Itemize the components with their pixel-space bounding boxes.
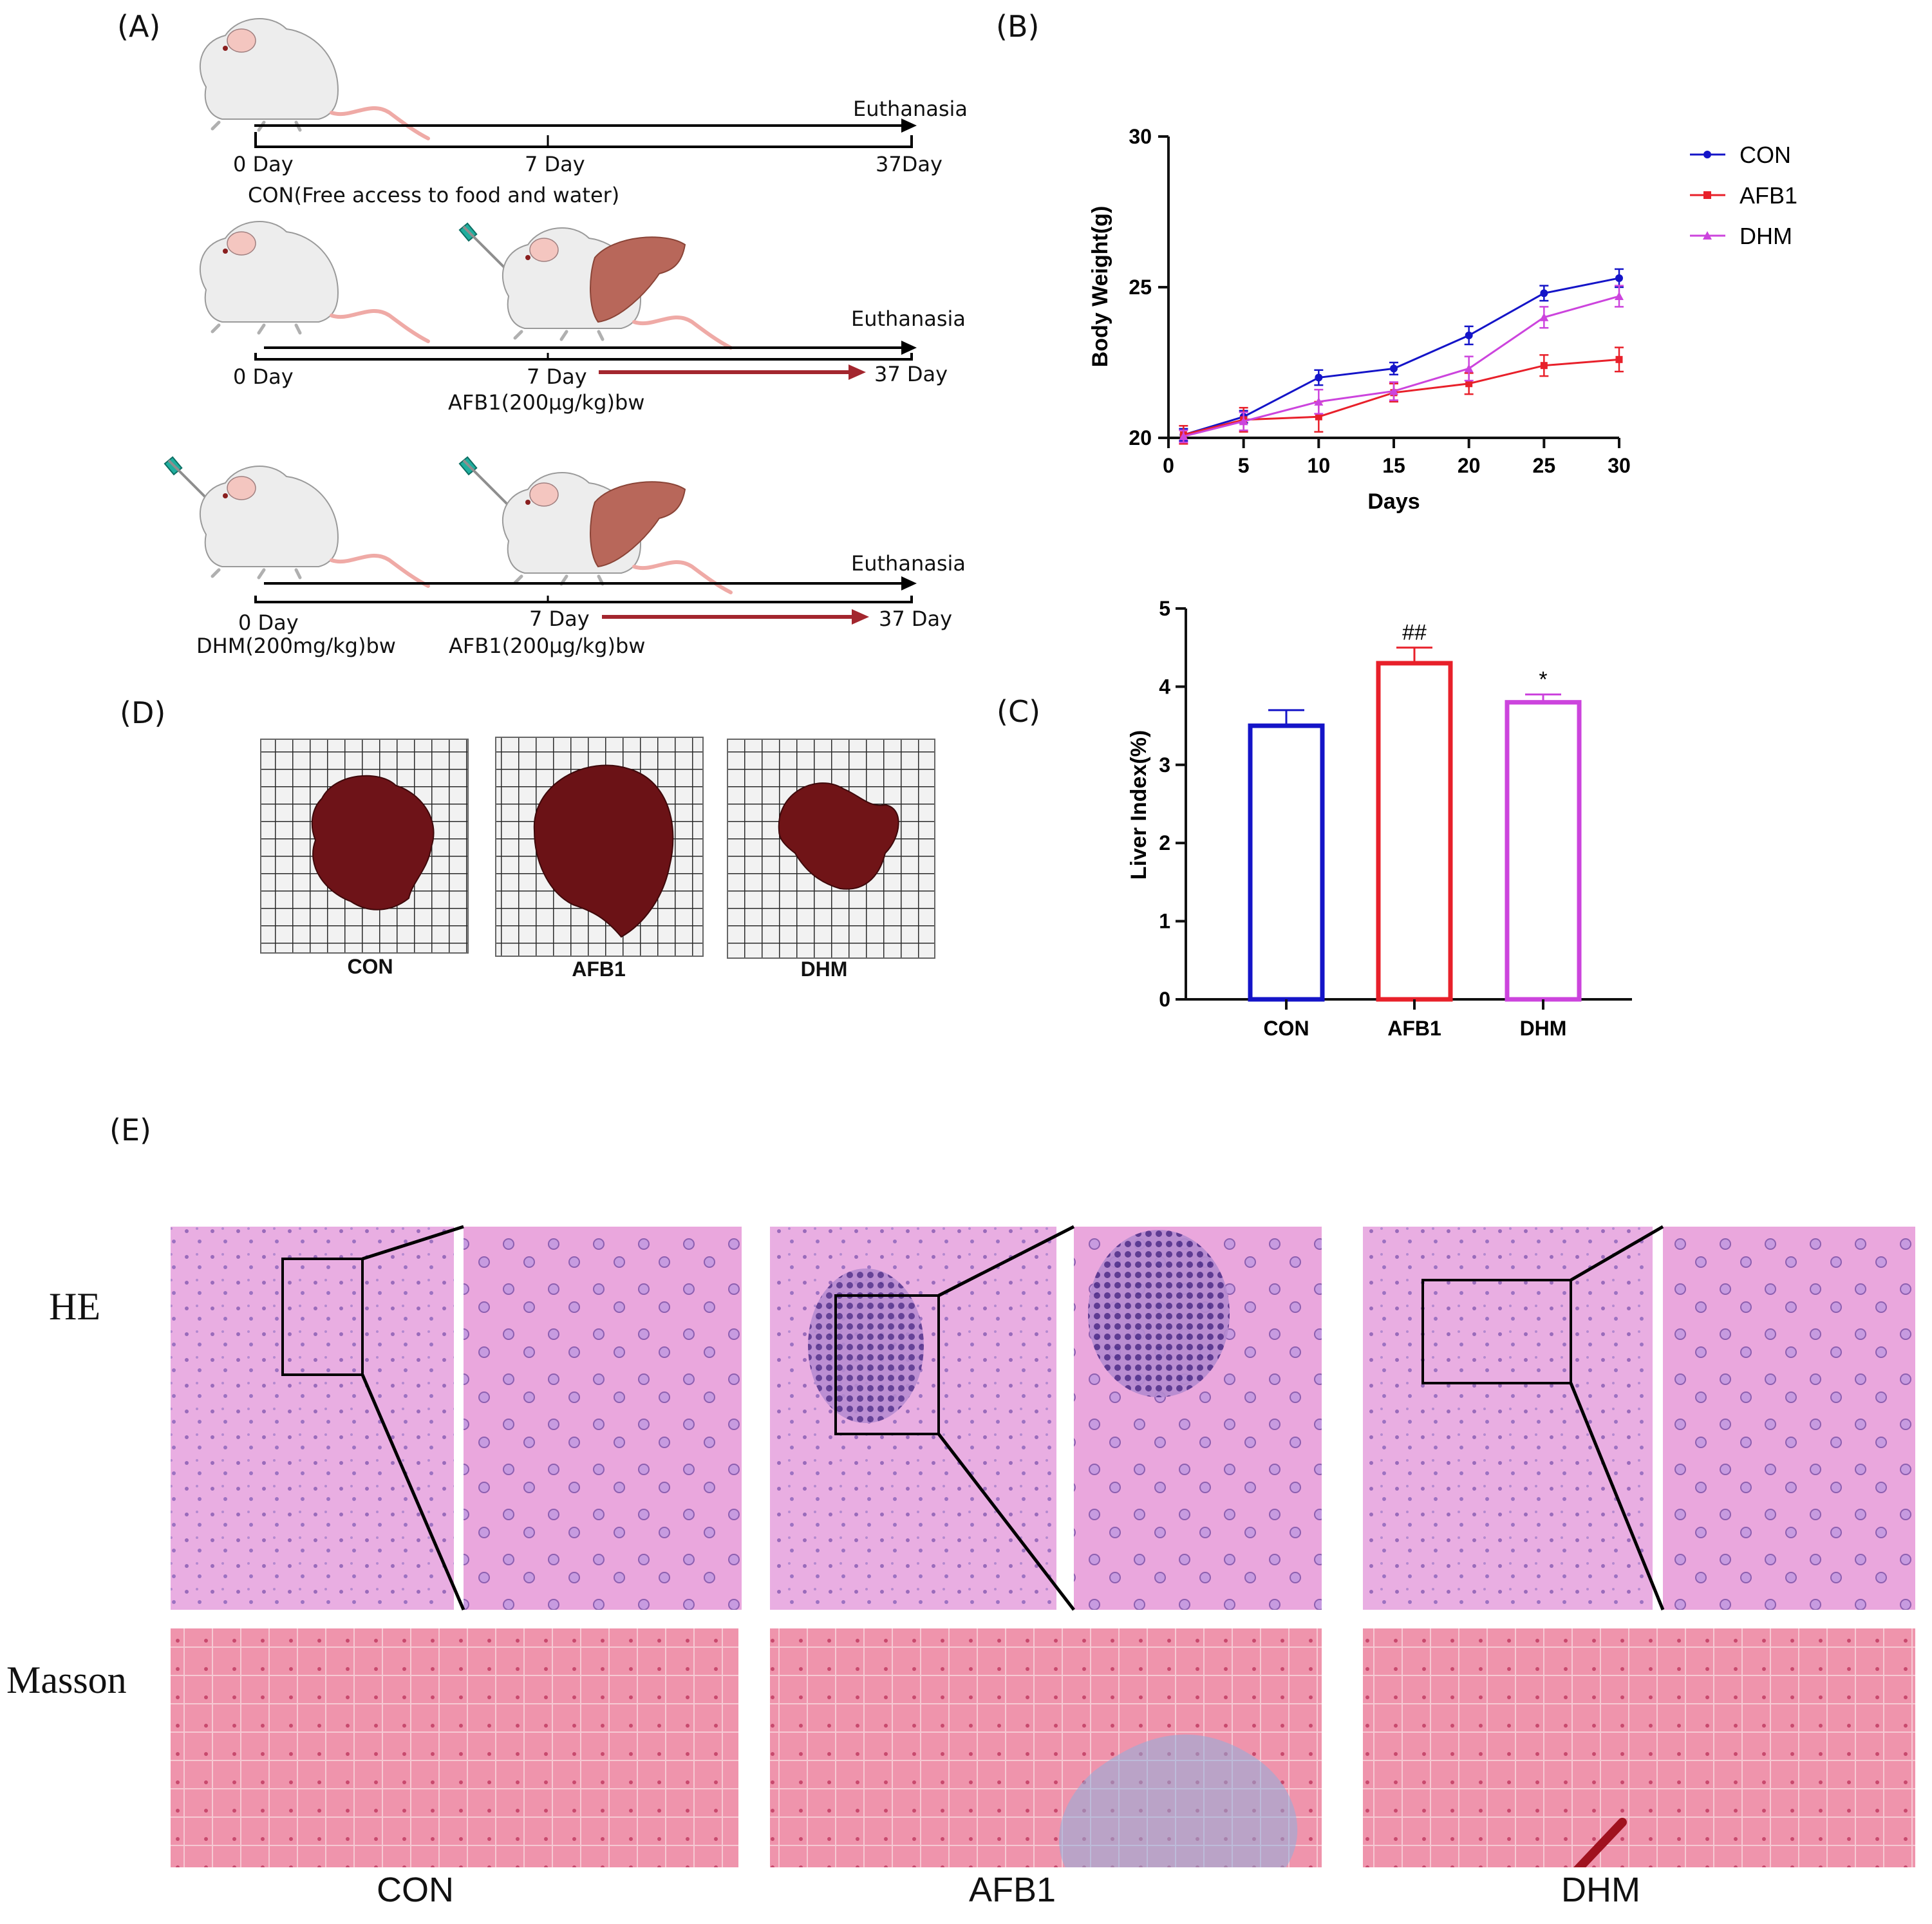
tl-con-end: 37Day — [876, 152, 943, 176]
he-con-high — [464, 1227, 742, 1610]
c-bar-afb1 — [1378, 663, 1450, 999]
he-afb1-infiltrate — [808, 1269, 924, 1423]
c-category-label: CON — [1263, 1017, 1309, 1040]
tl-afb1-note: AFB1(200μg/kg)bw — [448, 390, 644, 415]
tl-afb1-end: 37 Day — [874, 362, 948, 386]
histology-grid — [0, 1095, 1932, 1867]
tl-con-note: CON(Free access to food and water) — [248, 183, 619, 207]
b-x-axis-label: Days — [1367, 489, 1420, 514]
col-label-dhm: DHM — [1561, 1870, 1640, 1910]
tl-dhm-mid: 7 Day — [529, 607, 590, 631]
tl-con-mid: 7 Day — [525, 152, 585, 176]
c-significance-label: ## — [1402, 621, 1427, 645]
syringe-dhm-afb1-icon — [460, 457, 509, 505]
b-x-tick-label: 10 — [1308, 454, 1331, 477]
mouse-con-icon — [200, 19, 428, 138]
mouse-afb1-start-icon — [200, 222, 428, 341]
c-y-tick-label: 1 — [1159, 910, 1170, 933]
he-afb1-low — [770, 1227, 1056, 1610]
b-y-tick-label: 30 — [1129, 125, 1152, 148]
c-significance-label: * — [1539, 668, 1547, 692]
liver-label-afb1: AFB1 — [550, 957, 647, 981]
liver-label-dhm: DHM — [776, 957, 872, 981]
mouse-dhm-start-icon — [200, 466, 428, 586]
b-legend-label-con: CON — [1740, 142, 1791, 168]
c-bar-dhm — [1507, 703, 1579, 999]
panel-label-b: (B) — [996, 9, 1039, 44]
c-category-label: AFB1 — [1387, 1017, 1441, 1040]
c-y-tick-label: 3 — [1159, 753, 1170, 777]
c-y-axis-label: Liver Index(%) — [1127, 730, 1151, 880]
b-point-con — [1315, 373, 1322, 381]
tl-dhm-note: AFB1(200μg/kg)bw — [449, 634, 645, 658]
b-x-tick-label: 20 — [1458, 454, 1481, 477]
he-dhm-low — [1363, 1227, 1653, 1610]
panel-label-d: (D) — [120, 695, 165, 730]
c-y-tick-label: 0 — [1159, 988, 1170, 1011]
c-y-tick-label: 5 — [1159, 597, 1170, 620]
he-con-low — [171, 1227, 454, 1610]
tl-afb1-event: Euthanasia — [851, 307, 966, 331]
c-y-tick-label: 2 — [1159, 831, 1170, 854]
tl-dhm-start: 0 Day — [238, 610, 299, 635]
he-dhm-high — [1663, 1227, 1915, 1610]
b-x-tick-label: 5 — [1238, 454, 1250, 477]
tl-dhm-end: 37 Day — [879, 607, 952, 631]
panel-label-c: (C) — [997, 694, 1040, 729]
liver-label-con: CON — [322, 955, 418, 979]
tl-con-event: Euthanasia — [853, 97, 968, 121]
b-y-axis-label: Body Weight(g) — [1088, 206, 1112, 368]
c-y-tick-label: 4 — [1159, 675, 1170, 698]
tl-afb1-start: 0 Day — [233, 364, 294, 389]
liver-photos — [258, 734, 940, 979]
b-point-dhm — [1615, 292, 1624, 300]
b-point-con — [1390, 364, 1398, 372]
b-series-line-afb1 — [1183, 359, 1619, 435]
c-category-label: DHM — [1520, 1017, 1567, 1040]
b-y-tick-label: 20 — [1129, 426, 1152, 449]
b-point-con — [1540, 289, 1548, 297]
he-afb1-high-infiltrate — [1088, 1230, 1230, 1397]
liver-index-bar-chart: 0 1 2 3 4 5 CON AFB1 ## DHM * Liver Index(%) — [1094, 592, 1661, 1056]
tl-dhm-note-start: DHM(200mg/kg)bw — [196, 634, 396, 658]
b-point-afb1 — [1541, 362, 1548, 369]
b-point-con — [1615, 274, 1623, 282]
b-y-tick-label: 25 — [1129, 276, 1152, 299]
b-x-tick-label: 15 — [1382, 454, 1405, 477]
b-legend-marker — [1703, 151, 1711, 158]
b-legend-label-afb1: AFB1 — [1740, 182, 1797, 209]
b-legend-label-dhm: DHM — [1740, 223, 1792, 249]
b-x-tick-label: 0 — [1163, 454, 1174, 477]
tl-dhm-event: Euthanasia — [851, 551, 966, 576]
b-x-tick-label: 30 — [1608, 454, 1631, 477]
body-weight-line-chart: 0 5 10 15 20 25 30 20 25 30 CON AFB1 DHM Days Body … — [1056, 103, 1867, 528]
b-point-con — [1465, 332, 1473, 339]
col-label-con: CON — [377, 1870, 454, 1910]
col-label-afb1: AFB1 — [969, 1870, 1056, 1910]
b-point-afb1 — [1616, 356, 1623, 363]
c-bar-con — [1250, 726, 1322, 999]
masson-dhm — [1363, 1628, 1915, 1867]
b-x-tick-label: 25 — [1533, 454, 1556, 477]
masson-con — [171, 1628, 738, 1867]
tl-afb1-mid: 7 Day — [527, 364, 587, 389]
syringe-afb1-icon — [460, 223, 509, 272]
tl-con-start: 0 Day — [233, 152, 294, 176]
b-legend-marker — [1703, 191, 1711, 199]
b-series-line-con — [1183, 278, 1619, 435]
